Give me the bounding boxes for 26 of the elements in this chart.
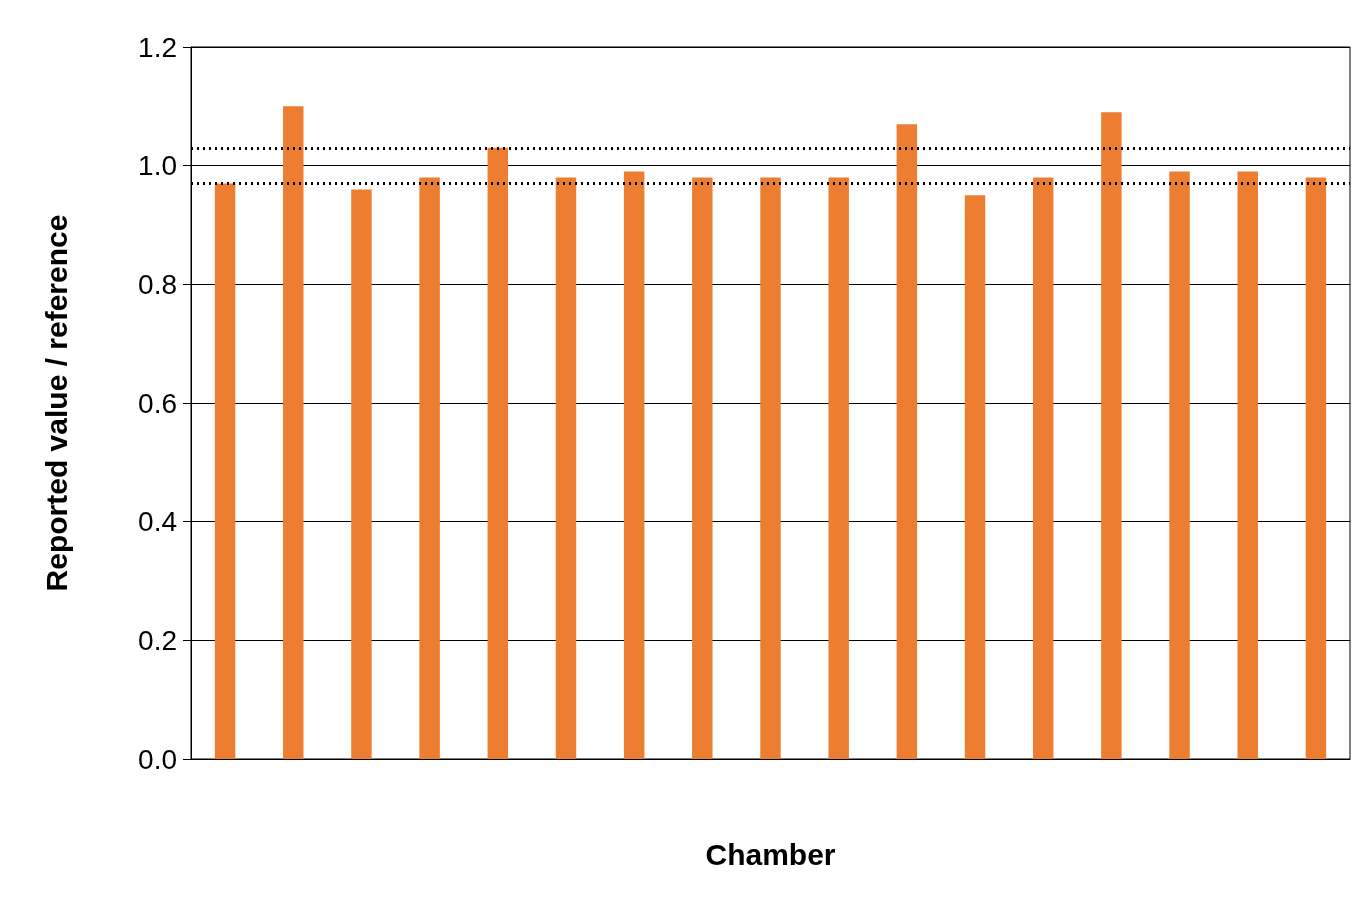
bar xyxy=(555,177,577,759)
bar xyxy=(351,189,372,759)
bar xyxy=(1237,171,1258,759)
y-tick-label: 0.2 xyxy=(138,624,177,656)
bar xyxy=(828,177,849,759)
bar xyxy=(896,124,918,759)
bar xyxy=(1169,171,1190,759)
bar xyxy=(1032,177,1054,759)
bar xyxy=(623,171,645,759)
y-tick-label: 0.6 xyxy=(138,387,177,419)
bar xyxy=(1305,177,1327,759)
y-tick-label: 0.4 xyxy=(138,506,177,538)
x-axis-title: Chamber xyxy=(705,837,836,871)
y-tick-label: 1.2 xyxy=(138,31,177,63)
y-tick-label: 0.8 xyxy=(138,268,177,300)
bar xyxy=(692,177,713,759)
y-tick-label: 1.0 xyxy=(138,150,177,182)
bar xyxy=(964,195,986,759)
bar xyxy=(419,177,440,759)
bar xyxy=(760,177,781,759)
y-axis-title: Reported value / reference xyxy=(39,214,73,592)
bar xyxy=(214,183,236,759)
bar xyxy=(283,106,304,759)
bar xyxy=(487,147,509,759)
bar xyxy=(1101,112,1122,759)
y-tick-label: 0.0 xyxy=(138,743,177,775)
